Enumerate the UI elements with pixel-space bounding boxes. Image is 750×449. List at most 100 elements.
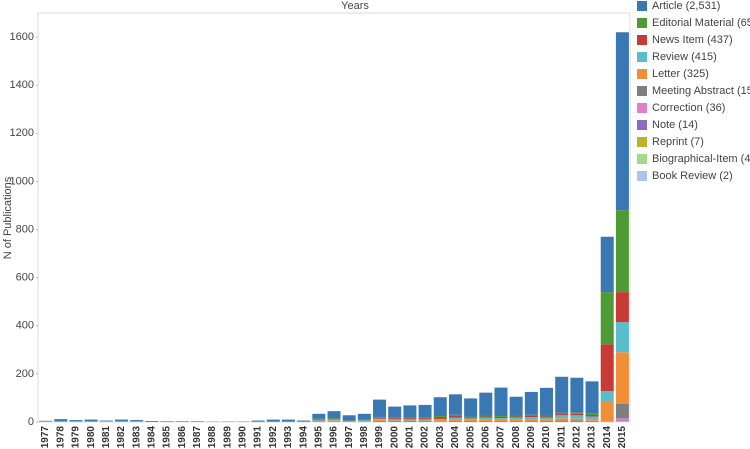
x-tick-label: 1991: [253, 426, 264, 449]
y-tick-label: 600: [16, 272, 34, 284]
bar-segment: [570, 418, 584, 421]
bar-segment: [403, 420, 417, 422]
y-tick-label: 1400: [10, 79, 34, 91]
x-tick-label: 2003: [435, 426, 446, 449]
bar-segment: [312, 420, 326, 422]
bar-segment: [600, 421, 614, 422]
bar-segment: [448, 415, 462, 418]
x-tick-label: 1990: [238, 426, 249, 449]
bar-segment: [433, 418, 447, 421]
bar-segment: [585, 420, 599, 422]
bar-segment: [615, 403, 629, 419]
legend-label: Meeting Abstract (157): [652, 85, 750, 97]
bar-segment: [524, 391, 538, 415]
bar-segment: [403, 405, 417, 418]
bar-segment: [433, 420, 447, 422]
x-tick-label: 2002: [420, 426, 431, 449]
bar-segment: [403, 419, 417, 421]
bar-segment: [600, 391, 614, 403]
x-tick-label: 2004: [450, 426, 461, 449]
chart-title: Years: [341, 0, 369, 12]
bar-segment: [615, 418, 629, 421]
bar-segment: [388, 417, 402, 419]
y-tick-label: 0: [28, 416, 34, 428]
bar-segment: [555, 415, 569, 419]
bar-segment: [373, 419, 387, 421]
bar-segment: [373, 420, 387, 422]
bar-segment: [509, 396, 523, 416]
x-tick-label: 1997: [344, 426, 355, 449]
bar-segment: [524, 417, 538, 420]
x-tick-label: 2014: [602, 426, 613, 449]
bar-segment: [464, 421, 478, 422]
legend-label: Review (415): [652, 51, 717, 63]
legend-label: Reprint (7): [652, 136, 704, 148]
bar-segment: [403, 417, 417, 419]
bar-segment: [570, 420, 584, 422]
x-tick-label: 2007: [496, 426, 507, 449]
bar-segment: [433, 416, 447, 419]
legend-swatch: [637, 154, 647, 164]
x-tick-label: 2013: [587, 426, 598, 449]
bar-segment: [54, 419, 68, 422]
x-tick-label: 2015: [617, 426, 628, 449]
x-tick-label: 1994: [298, 426, 309, 449]
legend-swatch: [637, 52, 647, 62]
x-tick-label: 2012: [572, 426, 583, 449]
x-tick-label: 1979: [71, 426, 82, 449]
x-tick-label: 1992: [268, 426, 279, 449]
bar-segment: [494, 421, 508, 422]
bar-segment: [479, 421, 493, 422]
x-tick-label: 2005: [465, 426, 476, 449]
bar-segment: [615, 292, 629, 323]
x-tick-label: 1982: [116, 426, 127, 449]
bar-segment: [479, 417, 493, 420]
bar-segment: [373, 399, 387, 417]
bar-segment: [509, 415, 523, 417]
plot-frame: [37, 12, 631, 423]
bar-segment: [145, 421, 159, 422]
bar-segment: [615, 322, 629, 353]
bar-segment: [524, 414, 538, 416]
legend-label: Note (14): [652, 119, 698, 131]
bar-segment: [327, 418, 341, 420]
x-tick-label: 1978: [55, 426, 66, 449]
bar-segment: [585, 381, 599, 414]
bar-segment: [540, 387, 554, 416]
legend-swatch: [637, 103, 647, 113]
x-tick-label: 1983: [131, 426, 142, 449]
bar-segment: [418, 404, 432, 418]
legend-label: Letter (325): [652, 68, 709, 80]
x-tick-label: 2001: [405, 426, 416, 449]
bar-segment: [448, 421, 462, 422]
bar-segment: [403, 418, 417, 420]
bar-segment: [615, 32, 629, 211]
bar-segment: [312, 418, 326, 420]
x-tick-label: 1984: [146, 426, 157, 449]
bar-segment: [494, 418, 508, 420]
y-tick-label: 400: [16, 320, 34, 332]
y-axis-label: N of Publications: [2, 176, 14, 259]
bar-segment: [585, 413, 599, 416]
y-tick-label: 1000: [10, 175, 34, 187]
bar-segment: [297, 420, 311, 422]
bar-segment: [555, 420, 569, 422]
legend-swatch: [637, 171, 647, 181]
bar-segment: [84, 419, 98, 422]
bar-segment: [464, 418, 478, 420]
legend-swatch: [637, 1, 647, 11]
x-tick-label: 2006: [480, 426, 491, 449]
legend-label: News Item (437): [652, 34, 733, 46]
bar-segment: [479, 415, 493, 417]
bar-segment: [114, 419, 128, 422]
bar-segment: [585, 416, 599, 420]
bar-segment: [327, 411, 341, 419]
bar-segment: [570, 415, 584, 419]
bar-segment: [448, 414, 462, 416]
bar-segment: [418, 417, 432, 419]
legend-label: Article (2,531): [652, 0, 720, 12]
x-tick-label: 1996: [329, 426, 340, 449]
bar-segment: [570, 412, 584, 414]
bar-segment: [388, 406, 402, 418]
